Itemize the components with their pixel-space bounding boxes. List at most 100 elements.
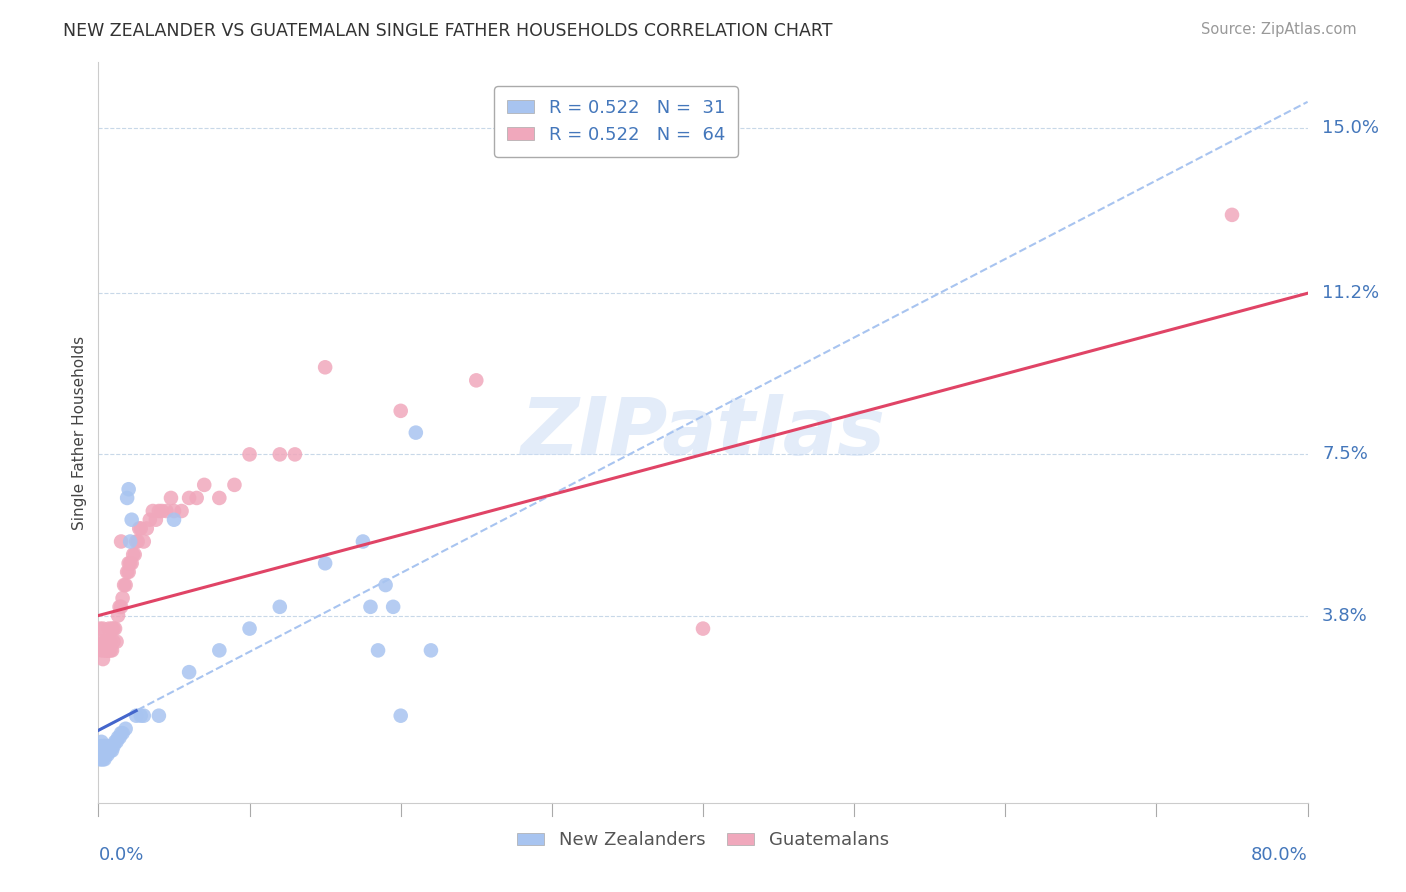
Point xyxy=(90,747,112,762)
Point xyxy=(98,743,121,757)
Text: ZIPatlas: ZIPatlas xyxy=(520,393,886,472)
Point xyxy=(107,608,129,623)
Point xyxy=(111,726,134,740)
Point xyxy=(115,491,138,505)
Point xyxy=(186,491,208,505)
Point xyxy=(405,425,427,440)
Point xyxy=(93,739,115,754)
Point xyxy=(108,731,131,745)
Point xyxy=(224,478,246,492)
Point xyxy=(94,743,117,757)
Point xyxy=(94,747,117,762)
Point xyxy=(98,622,121,636)
Point xyxy=(89,739,111,754)
Point xyxy=(239,622,262,636)
Point xyxy=(135,521,157,535)
Point xyxy=(382,599,405,614)
Point xyxy=(125,534,148,549)
Point xyxy=(96,747,118,762)
Point xyxy=(100,743,122,757)
Point xyxy=(103,622,125,636)
Point xyxy=(94,643,117,657)
Point xyxy=(103,739,125,754)
Point xyxy=(179,665,201,680)
Point xyxy=(360,599,382,614)
Text: 80.0%: 80.0% xyxy=(1251,847,1308,864)
Point xyxy=(374,578,396,592)
Text: NEW ZEALANDER VS GUATEMALAN SINGLE FATHER HOUSEHOLDS CORRELATION CHART: NEW ZEALANDER VS GUATEMALAN SINGLE FATHE… xyxy=(63,22,832,40)
Point xyxy=(208,643,231,657)
Point xyxy=(94,743,117,757)
Point xyxy=(139,513,162,527)
Point xyxy=(98,739,121,754)
Point xyxy=(93,747,115,762)
Point xyxy=(112,578,135,592)
Point xyxy=(93,634,115,648)
Point xyxy=(129,708,152,723)
Point xyxy=(193,478,215,492)
Point xyxy=(103,634,125,648)
Point xyxy=(91,743,114,757)
Point xyxy=(101,739,124,754)
Point xyxy=(93,643,115,657)
Point xyxy=(89,743,111,757)
Point xyxy=(124,548,146,562)
Point xyxy=(284,447,307,461)
Point xyxy=(389,404,412,418)
Point xyxy=(122,548,145,562)
Point xyxy=(100,643,122,657)
Point xyxy=(90,743,112,757)
Point xyxy=(98,643,121,657)
Point xyxy=(104,622,127,636)
Point xyxy=(129,521,152,535)
Point xyxy=(93,743,115,757)
Point xyxy=(110,726,132,740)
Point xyxy=(90,634,112,648)
Point xyxy=(239,447,262,461)
Point xyxy=(93,752,115,766)
Point xyxy=(90,752,112,766)
Point xyxy=(208,491,231,505)
Point xyxy=(128,521,150,535)
Point xyxy=(91,652,114,666)
Point xyxy=(96,743,118,757)
Text: 3.8%: 3.8% xyxy=(1322,607,1368,624)
Point xyxy=(269,599,291,614)
Point xyxy=(89,622,111,636)
Y-axis label: Single Father Households: Single Father Households xyxy=(72,335,87,530)
Point xyxy=(105,735,128,749)
Point xyxy=(163,513,186,527)
Point xyxy=(1220,208,1243,222)
Point xyxy=(90,739,112,754)
Point xyxy=(118,556,141,570)
Point xyxy=(105,634,128,648)
Point xyxy=(100,739,122,754)
Point xyxy=(142,504,165,518)
Point xyxy=(118,482,141,496)
Point xyxy=(91,739,114,754)
Point xyxy=(89,752,111,766)
Point xyxy=(179,491,201,505)
Point xyxy=(101,622,124,636)
Text: 11.2%: 11.2% xyxy=(1322,285,1379,302)
Text: 0.0%: 0.0% xyxy=(98,847,143,864)
Point xyxy=(100,634,122,648)
Point xyxy=(90,643,112,657)
Point xyxy=(108,599,131,614)
Point xyxy=(132,534,155,549)
Point xyxy=(110,534,132,549)
Point xyxy=(98,634,121,648)
Point xyxy=(121,513,143,527)
Point xyxy=(110,599,132,614)
Point xyxy=(111,591,134,606)
Point xyxy=(104,735,127,749)
Point xyxy=(89,747,111,762)
Point xyxy=(90,735,112,749)
Point xyxy=(107,731,129,745)
Point xyxy=(170,504,193,518)
Legend: New Zealanders, Guatemalans: New Zealanders, Guatemalans xyxy=(510,824,896,856)
Point xyxy=(96,739,118,754)
Point xyxy=(94,739,117,754)
Point xyxy=(91,752,114,766)
Point xyxy=(420,643,443,657)
